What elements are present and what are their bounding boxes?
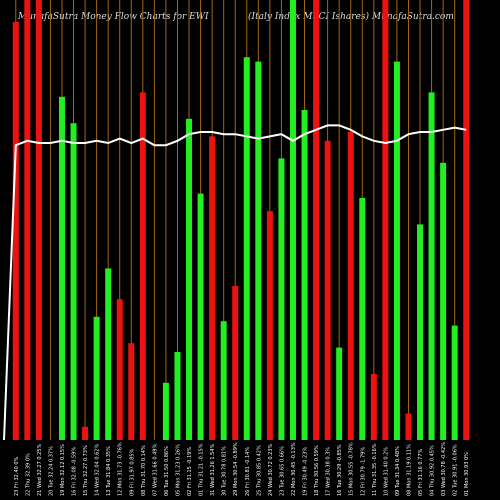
bar — [405, 413, 412, 440]
bar — [347, 132, 354, 440]
x-tick-label: 11 Thu 31.35 -0.16% — [372, 443, 378, 496]
bar — [243, 57, 250, 440]
bar — [301, 110, 308, 440]
bar — [12, 22, 19, 440]
x-tick-label: 09 Fri 31.97 0.85% — [129, 448, 135, 496]
x-tick-label: 24 Wed 30.72 0.23% — [268, 444, 274, 496]
bar — [35, 0, 42, 440]
bar — [313, 0, 320, 440]
bar — [232, 286, 239, 440]
x-tick-label: 22 Thu 32.39 0% — [25, 453, 31, 496]
x-tick-label: 05 Fri 31.16 0.77% — [418, 448, 424, 496]
x-tick-label: 19 Fri 30.49 -0.23% — [303, 447, 309, 496]
x-tick-label: 07 Wed 31.66 0.49% — [152, 444, 158, 496]
x-tick-label: 23 Tue 30.65 0.66% — [279, 446, 285, 496]
x-tick-label: 22 Mon 30.45 -0.13% — [291, 442, 297, 496]
bar — [220, 321, 227, 440]
bar — [359, 198, 366, 440]
x-tick-label: 02 Fri 31.15 -0.19% — [187, 447, 193, 496]
bar — [382, 0, 389, 440]
x-tick-label: 12 Mon 31.73 -0.76% — [118, 442, 124, 496]
x-tick-label: 08 Thu 31.70 0.14% — [141, 445, 147, 496]
x-tick-label: 12 Fri 30.79 -1.79% — [360, 447, 366, 496]
bar — [428, 92, 435, 441]
x-tick-label: 19 Mon 32.12 0.15% — [60, 444, 66, 496]
x-tick-label: 08 Mon 31.19 0.11% — [406, 444, 412, 496]
x-tick-label: 30 Tue 30.78 0.81% — [222, 446, 228, 496]
bar — [197, 193, 204, 440]
x-tick-label: 06 Tue 31.50 0.86% — [164, 446, 170, 496]
bar — [128, 343, 135, 440]
bar — [278, 158, 285, 440]
x-tick-label: 21 Wed 32.27 0.25% — [37, 444, 43, 496]
bar — [105, 268, 112, 440]
bar — [370, 374, 377, 440]
x-tick-label: 23 Fri 32.40 0% — [14, 456, 20, 496]
x-tick-label: 18 Thu 30.56 0.59% — [314, 445, 320, 496]
bar — [289, 0, 296, 440]
bar — [93, 316, 100, 440]
bar — [451, 325, 458, 440]
x-tick-label: 17 Wed 30.38 0.3% — [326, 447, 332, 496]
bars — [12, 0, 470, 441]
bar — [58, 96, 65, 441]
x-tick-label: 14 Wed 32.04 0.62% — [95, 444, 101, 496]
bar — [463, 0, 470, 440]
bar — [255, 61, 262, 440]
x-tick-label: 01 Thu 31.21 -0.15% — [199, 443, 205, 496]
bar — [139, 92, 146, 441]
bar — [174, 352, 181, 440]
x-tick-labels: 23 Fri 32.40 0% 22 Thu 32.39 0% 21 Wed 32.… — [14, 442, 470, 496]
trend-line — [3, 124, 467, 441]
bar — [186, 118, 193, 441]
chart-title: MunafaSutra Money Flow Charts for EWI — [18, 12, 209, 22]
bar — [70, 123, 77, 440]
x-tick-label: 20 Tue 32.24 0.37% — [48, 446, 54, 496]
bar — [440, 162, 447, 441]
bar — [417, 224, 424, 440]
bar — [209, 136, 216, 440]
bar — [162, 382, 169, 440]
x-tick-label: 15 Thu 32.27 0.73% — [83, 445, 89, 496]
x-tick-label: 26 Fri 30.81 -0.14% — [245, 447, 251, 496]
bar — [82, 426, 89, 440]
bar — [24, 0, 31, 440]
x-tick-label: 09 Tue 31.34 0.48% — [395, 446, 401, 496]
x-tick-label: 16 Tue 30.29 -0.85% — [337, 444, 343, 496]
x-tick-label: 04 Thu 30.92 0.45% — [430, 445, 436, 496]
x-tick-label: 03 Wed 30.78 -0.42% — [441, 442, 447, 496]
bar — [336, 347, 343, 440]
x-tick-label: 10 Wed 31.40 0.2% — [383, 447, 389, 496]
x-tick-label: 01 Mon 30.93 0% — [464, 452, 470, 496]
x-tick-label: 13 Tue 31.84 0.35% — [106, 446, 112, 496]
x-tick-label: 02 Tue 30.91 -0.06% — [453, 444, 459, 496]
trend-line-group — [3, 124, 467, 441]
x-tick-label: 16 Fri 32.08 -0.59% — [72, 447, 78, 496]
x-tick-label: 15 Mon 30.55 -0.78% — [349, 442, 355, 496]
bar — [116, 299, 123, 440]
bar — [266, 211, 273, 440]
x-tick-label: 25 Thu 30.85 0.42% — [256, 445, 262, 496]
x-tick-label: 05 Mon 31.23 0.26% — [175, 444, 181, 496]
bar — [393, 61, 400, 440]
x-tick-label: 31 Wed 31.26 1.54% — [210, 444, 216, 496]
bar — [324, 140, 331, 441]
x-tick-label: 29 Mon 30.54 -0.89% — [233, 442, 239, 496]
